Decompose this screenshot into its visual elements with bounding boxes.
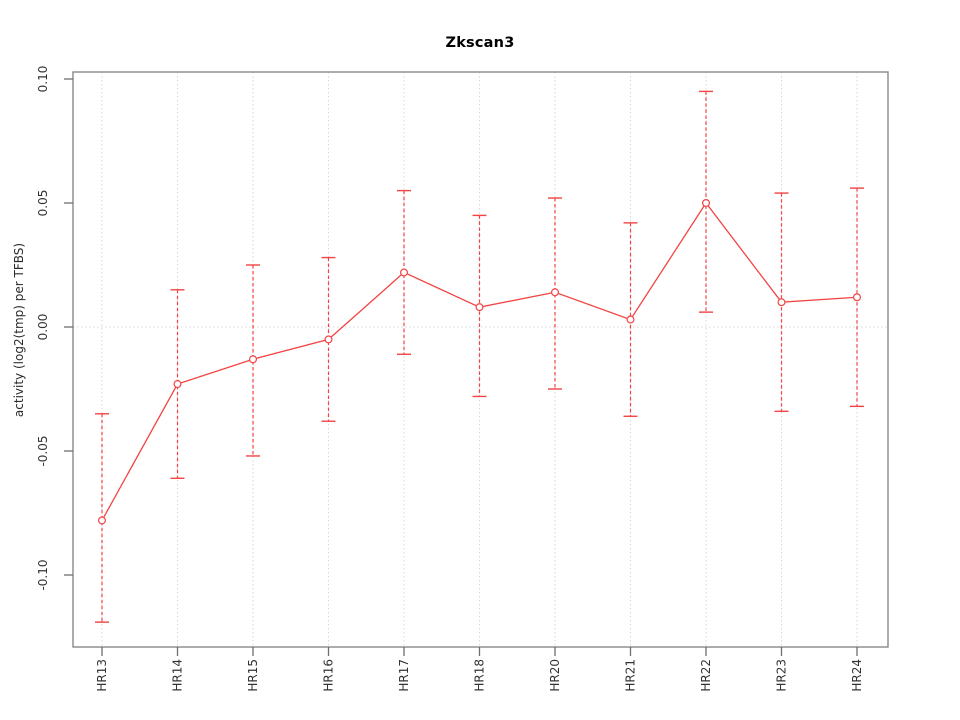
data-point [701,199,710,208]
x-tick-label: HR16 [322,659,336,692]
data-point [324,335,333,344]
chart-title: Zkscan3 [445,35,515,51]
x-tick-label: HR20 [548,659,562,692]
data-point [249,355,258,364]
x-tick-label: HR24 [850,659,864,692]
x-tick-label: HR22 [699,659,713,692]
x-tick-label: HR18 [473,659,487,692]
y-tick-label: -0.05 [36,435,50,466]
y-tick-label: 0.00 [36,314,50,341]
data-point [777,298,786,307]
x-tick-label: HR13 [95,659,109,692]
x-tick-label: HR14 [171,659,185,692]
x-tick-label: HR17 [397,659,411,692]
data-point [97,516,106,525]
data-point [400,268,409,277]
y-tick-label: 0.05 [36,190,50,217]
data-point [550,288,559,297]
plot-frame [72,71,889,648]
y-tick-label: -0.10 [36,559,50,590]
x-tick-label: HR15 [246,659,260,692]
data-point [626,315,635,324]
y-axis-title: activity (log2(tmp) per TFBS) [12,243,26,417]
data-point [173,380,182,389]
y-tick-label: 0.10 [36,66,50,93]
x-tick-label: HR23 [775,659,789,692]
data-point [852,293,861,302]
x-tick-label: HR21 [624,659,638,692]
data-point [475,303,484,312]
